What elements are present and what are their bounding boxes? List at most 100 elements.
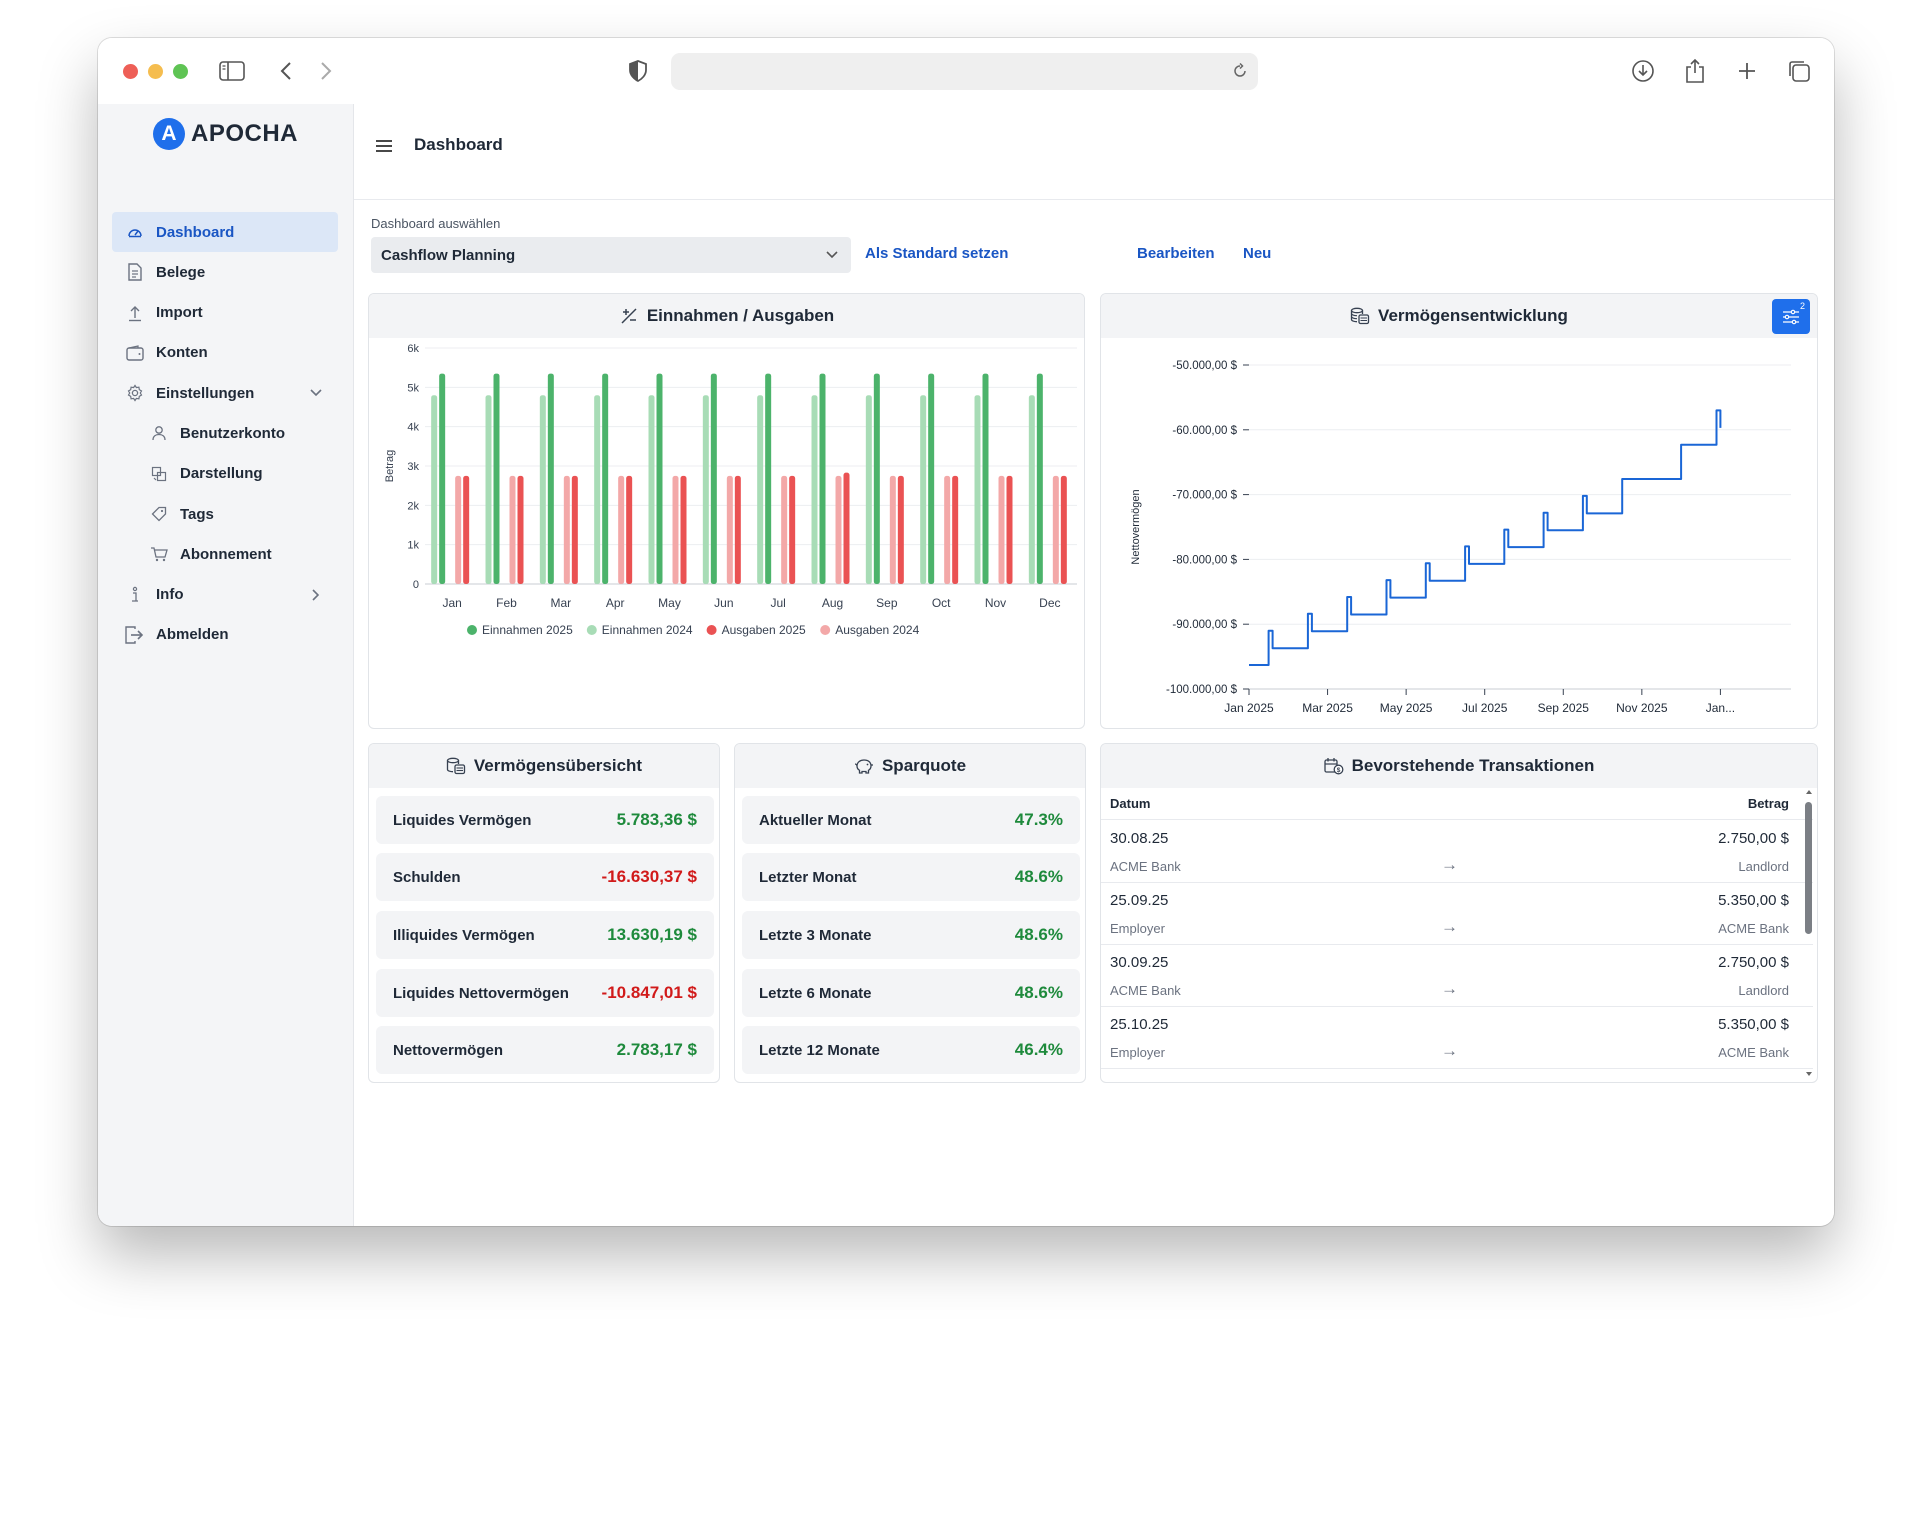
scrollbar[interactable]	[1803, 788, 1815, 1078]
wealth-development-chart: -100.000,00 $ -90.000,00 $ -80.000,00 $ -70…	[1130, 360, 1791, 715]
sidebar-item-label: Belege	[156, 263, 206, 281]
share-icon[interactable]	[1681, 57, 1709, 85]
bar	[656, 373, 663, 584]
legend-label: Einnahmen 2025	[482, 623, 573, 637]
column-header-date[interactable]: Datum	[1110, 796, 1151, 811]
chart-filter-button[interactable]: 2	[1772, 299, 1810, 334]
sidebar-item-benutzerkonto[interactable]: Benutzerkonto	[112, 413, 338, 453]
bar	[680, 475, 687, 584]
table-row[interactable]: 25.09.25 5.350,00 $ Employer → ACME Bank	[1101, 883, 1813, 945]
sidebar-item-tags[interactable]: Tags	[112, 494, 338, 534]
dashboard-select[interactable]: Cashflow Planning	[371, 237, 851, 273]
shield-icon[interactable]	[624, 57, 652, 85]
y-tick-label: 2k	[407, 500, 419, 512]
new-tab-icon[interactable]	[1733, 57, 1761, 85]
zoom-window-button[interactable]	[173, 64, 188, 79]
sidebar-item-abmelden[interactable]: Abmelden	[112, 615, 338, 655]
arrow-right-icon: →	[1441, 917, 1458, 936]
bar	[928, 373, 935, 584]
sidebar-item-konten[interactable]: Konten	[112, 333, 338, 373]
upload-icon	[124, 302, 146, 324]
x-tick-label: Aug	[822, 596, 843, 610]
x-tick-label: Dec	[1039, 596, 1060, 610]
bar	[571, 475, 578, 584]
card-title: Vermögensübersicht	[473, 756, 643, 775]
user-icon	[148, 422, 170, 444]
close-window-button[interactable]	[123, 64, 138, 79]
coins-icon	[446, 756, 466, 776]
sidebar-item-belege[interactable]: Belege	[112, 252, 338, 292]
savings-row-current-month: Aktueller Monat 47.3%	[742, 796, 1080, 844]
tx-from: Employer	[1110, 1045, 1165, 1060]
sidebar-item-info[interactable]: Info	[112, 575, 338, 615]
gear-icon	[124, 382, 146, 404]
bar	[463, 475, 470, 584]
row-label: Liquides Vermögen	[393, 811, 532, 829]
bar	[1028, 395, 1035, 584]
x-tick-label: Jan	[442, 596, 461, 610]
tab-overview-icon[interactable]	[1785, 57, 1813, 85]
row-value: 48.6%	[1014, 925, 1063, 944]
logout-icon	[124, 624, 146, 646]
y-tick-label: -80.000,00 $	[1172, 554, 1237, 566]
menu-icon[interactable]	[374, 136, 396, 158]
chevron-down-icon	[823, 246, 841, 264]
x-tick-label: Sep 2025	[1538, 701, 1590, 715]
sidebar-toggle-icon[interactable]	[218, 57, 246, 85]
x-tick-label: Nov 2025	[1616, 701, 1668, 715]
row-value: 13.630,19 $	[607, 925, 697, 944]
sliders-icon	[1783, 309, 1799, 324]
main-content: Dashboard Dashboard auswählen Cashflow P…	[354, 104, 1834, 1226]
income-expense-chart: 0 1k 2k 3k 4k 5k 6k Betrag Jan Feb Mar Apr May Jun Jul…	[384, 343, 1077, 637]
table-row[interactable]: 25.10.25 5.350,00 $ Employer → ACME Bank	[1101, 1007, 1813, 1069]
chevron-right-icon[interactable]	[306, 585, 326, 605]
bar	[873, 373, 880, 584]
sidebar-item-import[interactable]: Import	[112, 293, 338, 333]
row-label: Liquides Nettovermögen	[393, 984, 569, 1002]
card-title: Bevorstehende Transaktionen	[1351, 756, 1595, 775]
palette-icon	[148, 463, 170, 485]
back-icon[interactable]	[272, 57, 300, 85]
savings-row-3-months: Letzte 3 Monate 48.6%	[742, 911, 1080, 959]
app-logo[interactable]: A APOCHA	[153, 118, 298, 150]
row-label: Schulden	[393, 868, 461, 886]
sidebar-item-abonnement[interactable]: Abonnement	[112, 534, 338, 574]
tx-from: Employer	[1110, 921, 1165, 936]
card-header: $ Bevorstehende Transaktionen	[1101, 744, 1817, 788]
card-header: Sparquote	[735, 744, 1085, 788]
dashboard-select-label: Dashboard auswählen	[371, 216, 501, 231]
reload-icon[interactable]	[1228, 59, 1252, 83]
browser-window: A APOCHA Dashboard Belege Import Konten	[98, 38, 1834, 1226]
x-tick-label: Jan...	[1706, 701, 1735, 715]
chevron-down-icon[interactable]	[306, 383, 326, 403]
new-button[interactable]: Neu	[1243, 245, 1272, 262]
bar	[952, 475, 959, 584]
bar	[1052, 475, 1059, 584]
dashboard-select-value: Cashflow Planning	[381, 246, 516, 264]
forward-icon[interactable]	[312, 57, 340, 85]
table-row[interactable]: 30.08.25 2.750,00 $ ACME Bank → Landlord	[1101, 821, 1813, 883]
sidebar-item-darstellung[interactable]: Darstellung	[112, 454, 338, 494]
set-default-button[interactable]: Als Standard setzen	[865, 245, 1009, 262]
column-header-amount[interactable]: Betrag	[1747, 796, 1789, 811]
bar	[517, 475, 524, 584]
tx-to: Landlord	[1738, 983, 1789, 998]
x-tick-label: Jan 2025	[1224, 701, 1274, 715]
document-icon	[124, 261, 146, 283]
bar	[1006, 475, 1013, 584]
edit-button[interactable]: Bearbeiten	[1137, 245, 1215, 262]
sidebar-item-dashboard[interactable]: Dashboard	[112, 212, 338, 252]
table-row[interactable]: 30.09.25 2.750,00 $ ACME Bank → Landlord	[1101, 945, 1813, 1007]
x-tick-label: Mar	[550, 596, 571, 610]
sidebar-item-einstellungen[interactable]: Einstellungen	[112, 373, 338, 413]
logo-text: APOCHA	[191, 120, 299, 147]
sidebar-item-label: Darstellung	[180, 465, 263, 483]
minimize-window-button[interactable]	[148, 64, 163, 79]
card-header: Einnahmen / Ausgaben	[369, 294, 1084, 338]
series-line	[1249, 409, 1722, 666]
address-bar[interactable]	[671, 53, 1258, 90]
tx-amount: 2.750,00 $	[1718, 830, 1789, 847]
x-tick-label: Jun	[714, 596, 733, 610]
scrollbar-thumb[interactable]	[1805, 802, 1812, 934]
download-icon[interactable]	[1629, 57, 1657, 85]
